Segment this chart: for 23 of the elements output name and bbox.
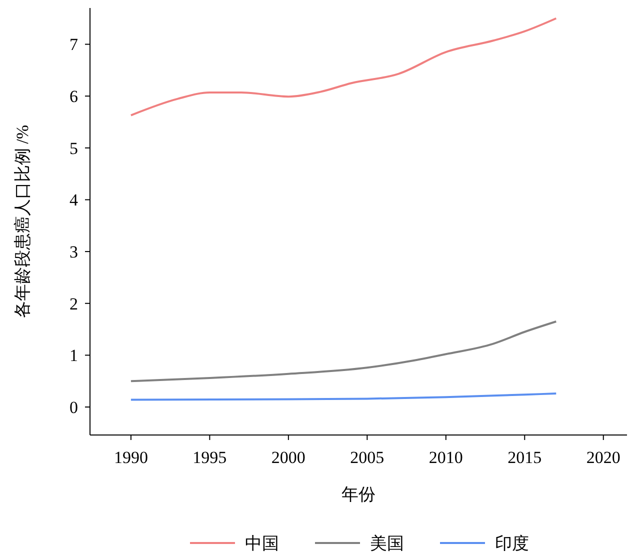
- x-tick-label: 2000: [271, 448, 306, 467]
- y-axis-title: 各年龄段患癌人口比例 /%: [13, 124, 32, 318]
- x-tick-label: 2015: [508, 448, 542, 467]
- y-tick-label: 3: [70, 242, 78, 262]
- x-tick-label: 2005: [350, 448, 384, 467]
- y-tick-label: 4: [70, 190, 78, 210]
- x-tick-label: 2010: [428, 448, 463, 467]
- legend-label: 中国: [245, 534, 279, 553]
- y-tick-label: 0: [70, 398, 78, 417]
- line-series: [130, 320, 558, 382]
- legend-label: 印度: [495, 534, 529, 553]
- x-axis-title: 年份: [342, 485, 376, 504]
- y-tick-label: 7: [70, 35, 78, 54]
- line-series: [130, 392, 558, 401]
- y-tick-label: 1: [70, 346, 78, 366]
- legend-label: 美国: [370, 534, 404, 553]
- line-series: [130, 17, 558, 116]
- x-tick-label: 1995: [192, 448, 227, 467]
- y-tick-label: 5: [70, 138, 78, 158]
- y-tick-label: 2: [70, 294, 78, 314]
- x-tick-label: 2020: [586, 448, 620, 467]
- y-tick-label: 6: [70, 87, 78, 106]
- x-tick-label: 1990: [114, 448, 148, 467]
